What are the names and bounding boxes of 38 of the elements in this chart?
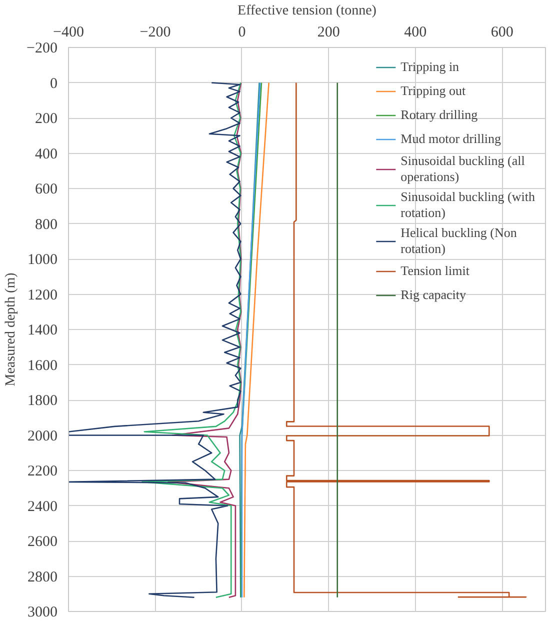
- line-series: [243, 82, 270, 598]
- line-series: [142, 82, 242, 598]
- x-tick-label: 200: [317, 24, 340, 40]
- x-tick-label: 400: [404, 24, 427, 40]
- x-axis-title: Effective tension (tonne): [238, 4, 377, 18]
- y-tick-label: 2400: [28, 498, 58, 515]
- legend-label: Sinusoidal buckling (all operations): [400, 153, 525, 185]
- line-series: [68, 82, 242, 598]
- y-tick-label: 200: [35, 111, 58, 127]
- x-tick-label: −200: [140, 24, 171, 40]
- legend-label: Rotary drilling: [400, 107, 478, 123]
- y-axis-title: Measured depth (m): [4, 272, 19, 386]
- y-tick-label: −200: [26, 40, 58, 56]
- y-tick-label: 3000: [28, 604, 58, 620]
- y-tick-label: 0: [50, 76, 58, 92]
- y-tick-label: 1400: [28, 322, 58, 338]
- y-tick-label: 1800: [28, 393, 58, 409]
- y-tick-label: 1200: [28, 287, 58, 304]
- y-tick-label: 2600: [28, 534, 58, 550]
- legend-label: Sinusoidal buckling (with rotation): [400, 189, 535, 221]
- line-series: [168, 82, 242, 598]
- y-tick-label: 1000: [28, 252, 58, 268]
- y-tick-label: 2000: [28, 428, 58, 444]
- x-tick-label: 600: [490, 24, 514, 40]
- legend-label: Tripping out: [400, 83, 466, 99]
- x-tick-label: −400: [53, 24, 84, 40]
- x-tick-label: 0: [238, 24, 246, 40]
- legend-label: Tripping in: [400, 59, 460, 75]
- y-tick-label: 2800: [28, 569, 58, 586]
- legend-label: Mud motor drilling: [400, 131, 502, 147]
- y-tick-label: 400: [35, 146, 58, 162]
- y-tick-label: 2200: [28, 464, 58, 480]
- legend-label: Rig capacity: [400, 287, 466, 303]
- y-tick-label: 800: [35, 216, 58, 233]
- legend-label: Tension limit: [400, 263, 470, 279]
- legend-label: Helical buckling (Non rotation): [400, 225, 517, 257]
- y-tick-label: 600: [35, 182, 58, 198]
- y-tick-label: 1600: [28, 358, 58, 374]
